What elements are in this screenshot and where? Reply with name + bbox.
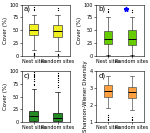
PathPatch shape <box>53 25 62 37</box>
Text: b): b) <box>98 6 106 12</box>
PathPatch shape <box>53 113 62 121</box>
PathPatch shape <box>104 31 112 44</box>
PathPatch shape <box>30 111 38 120</box>
Y-axis label: Cover (%): Cover (%) <box>3 83 8 110</box>
Text: c): c) <box>24 72 31 79</box>
Text: a): a) <box>24 6 31 12</box>
Y-axis label: Cover (%): Cover (%) <box>77 17 82 44</box>
PathPatch shape <box>128 30 136 45</box>
PathPatch shape <box>30 24 38 35</box>
PathPatch shape <box>104 85 112 97</box>
PathPatch shape <box>128 86 136 98</box>
Text: d): d) <box>98 72 106 79</box>
Y-axis label: Cover (%): Cover (%) <box>3 17 8 44</box>
Y-axis label: Shannon-Wiener Diversity: Shannon-Wiener Diversity <box>83 61 88 132</box>
